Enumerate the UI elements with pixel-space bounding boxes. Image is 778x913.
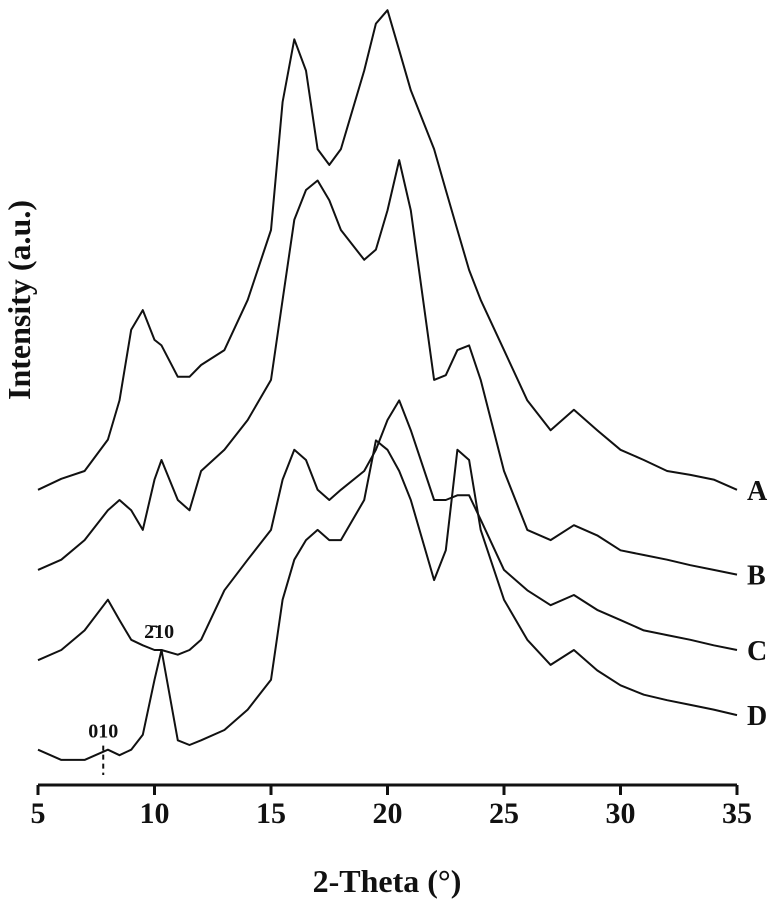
x-tick-label: 35 — [722, 797, 752, 830]
annotation: 010 — [88, 721, 118, 743]
x-tick-label: 15 — [256, 797, 286, 830]
x-tick-label: 5 — [31, 797, 46, 830]
line — [37, 159, 738, 576]
x-tick-label: 25 — [489, 797, 519, 830]
series-label: C — [747, 636, 767, 667]
series-label: B — [747, 561, 766, 592]
x-tick-label: 10 — [140, 797, 170, 830]
line — [37, 9, 738, 491]
y-axis-label: Intensity (a.u.) — [1, 200, 37, 400]
x-axis-label: 2-Theta (°) — [313, 863, 462, 899]
line — [37, 399, 738, 662]
x-tick-label: 20 — [373, 797, 403, 830]
series-label: D — [747, 701, 767, 732]
series-label: A — [747, 476, 768, 507]
annotation: 2̄10 — [144, 621, 174, 643]
line — [37, 439, 738, 761]
x-tick-label: 30 — [606, 797, 636, 830]
